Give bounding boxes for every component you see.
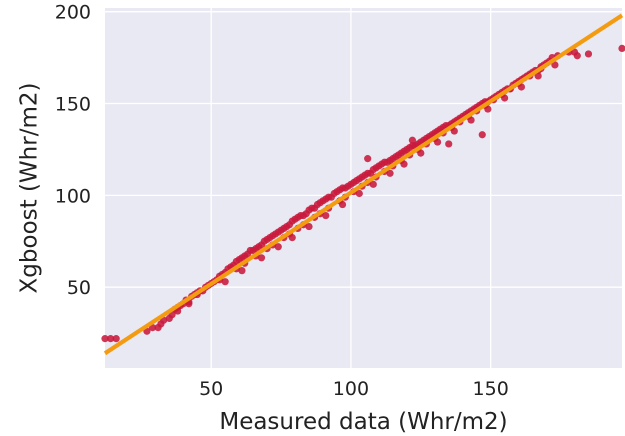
regression-line xyxy=(103,13,624,356)
y-tick-label: 50 xyxy=(67,277,91,299)
y-tick-label: 200 xyxy=(55,2,91,24)
data-point xyxy=(274,243,282,251)
data-point xyxy=(467,116,475,124)
y-tick-label: 150 xyxy=(55,94,91,116)
data-point xyxy=(106,335,115,343)
x-axis-label: Measured data (Whr/m2) xyxy=(219,409,507,435)
data-point xyxy=(322,211,330,220)
data-point xyxy=(450,127,458,135)
data-point xyxy=(417,149,425,157)
data-point xyxy=(484,105,492,113)
data-point xyxy=(551,61,559,69)
data-point xyxy=(584,50,593,58)
data-point xyxy=(408,136,417,144)
data-point xyxy=(618,44,625,53)
data-point xyxy=(288,233,296,242)
x-tick-label: 50 xyxy=(199,378,223,400)
data-point xyxy=(257,254,266,262)
data-point xyxy=(478,131,486,139)
x-axis-ticks: 50 100 150 xyxy=(199,378,509,400)
data-point xyxy=(338,200,347,209)
fit-line xyxy=(103,13,624,356)
x-tick-label: 150 xyxy=(473,378,509,400)
data-point xyxy=(221,278,229,286)
data-point xyxy=(534,72,542,80)
data-point xyxy=(305,222,313,231)
y-tick-label: 100 xyxy=(55,185,91,207)
x-tick-label: 100 xyxy=(333,378,369,400)
data-point xyxy=(573,52,581,60)
data-point xyxy=(364,155,372,163)
data-point xyxy=(112,335,120,343)
y-axis-ticks: 50 100 150 200 xyxy=(55,2,91,300)
data-point xyxy=(400,160,408,168)
data-point xyxy=(433,138,442,146)
data-point xyxy=(238,267,246,275)
data-point xyxy=(386,169,394,177)
y-axis-label: Xgboost (Whr/m2) xyxy=(17,83,43,294)
data-point xyxy=(445,140,453,148)
data-point xyxy=(501,94,509,102)
data-point xyxy=(369,180,377,188)
data-point xyxy=(355,189,363,198)
data-point xyxy=(101,335,109,343)
data-point xyxy=(517,83,525,91)
